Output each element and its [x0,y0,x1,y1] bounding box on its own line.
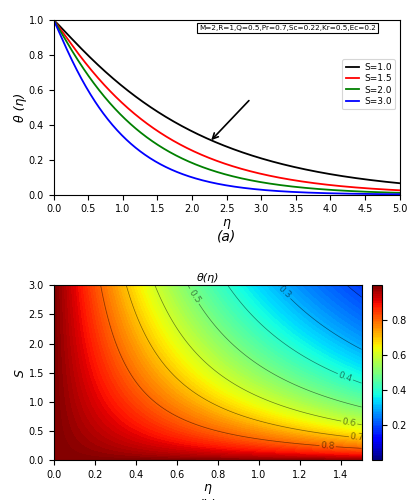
S=3.0 [51,17,56,23]
S=3.0 [255,186,260,192]
S=1.0 [397,180,402,186]
S=2.0 [311,186,316,192]
Legend: S=1.0, S=1.5, S=2.0, S=3.0: S=1.0, S=1.5, S=2.0, S=3.0 [342,60,395,110]
S=2.0 [397,190,402,196]
S=3.0 [208,179,213,185]
Y-axis label: S: S [14,369,27,376]
S=1.5 [51,17,56,23]
S=1.5 [397,188,402,194]
S=2.0 [282,182,287,188]
Line: S=3.0: S=3.0 [54,20,400,195]
S=1.0 [51,17,56,23]
S=1.0 [255,154,260,160]
S=1.0 [112,77,117,83]
Line: S=1.5: S=1.5 [54,20,400,190]
Title: θ(η): θ(η) [196,273,219,283]
S=1.5 [140,117,145,123]
S=1.5 [255,170,260,176]
Y-axis label: θ (η): θ (η) [14,92,27,122]
X-axis label: η: η [222,216,231,228]
S=2.0 [140,131,145,137]
S=1.5 [112,93,117,99]
S=2.0 [51,17,56,23]
S=1.5 [208,156,213,162]
S=1.5 [311,180,316,186]
S=2.0 [112,106,117,112]
Text: M=2,R=1,Q=0.5,Pr=0.7,Sc=0.22,Kr=0.5,Ec=0.2: M=2,R=1,Q=0.5,Pr=0.7,Sc=0.22,Kr=0.5,Ec=0… [199,25,376,31]
S=3.0 [311,190,316,196]
S=2.0 [255,178,260,184]
Text: 0.4: 0.4 [337,370,353,384]
S=3.0 [112,124,117,130]
Text: 0.7: 0.7 [349,432,365,443]
S=2.0 [208,166,213,172]
X-axis label: η: η [204,481,211,494]
S=3.0 [282,188,287,194]
S=1.0 [282,162,287,168]
S=3.0 [140,150,145,156]
S=1.0 [311,168,316,174]
Text: 0.8: 0.8 [320,441,335,451]
Line: S=1.0: S=1.0 [54,20,400,183]
S=3.0 [397,192,402,198]
Text: 0.3: 0.3 [276,284,293,300]
Text: (a): (a) [217,230,236,243]
S=1.0 [208,137,213,143]
Text: 0.5: 0.5 [187,288,202,305]
S=1.0 [140,98,145,104]
Line: S=2.0: S=2.0 [54,20,400,193]
S=1.5 [282,176,287,182]
Text: 0.6: 0.6 [342,417,357,428]
Text: (b): (b) [198,498,217,500]
